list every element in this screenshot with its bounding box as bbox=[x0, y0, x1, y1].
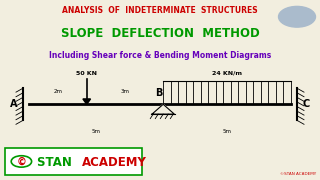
Circle shape bbox=[278, 6, 316, 27]
Text: ©STAN ACADEMY: ©STAN ACADEMY bbox=[280, 172, 316, 176]
Text: 3m: 3m bbox=[120, 89, 130, 94]
Text: ANALYSIS  OF  INDETERMINATE  STRUCTURES: ANALYSIS OF INDETERMINATE STRUCTURES bbox=[62, 6, 258, 15]
Text: STAN: STAN bbox=[37, 156, 76, 169]
Text: ACADEMY: ACADEMY bbox=[82, 156, 147, 169]
Text: A: A bbox=[10, 99, 17, 109]
Text: ©: © bbox=[16, 156, 26, 166]
Text: C: C bbox=[303, 99, 310, 109]
Text: 24 KN/m: 24 KN/m bbox=[212, 71, 242, 76]
Polygon shape bbox=[152, 104, 174, 114]
Text: Including Shear force & Bending Moment Diagrams: Including Shear force & Bending Moment D… bbox=[49, 51, 271, 60]
Text: B: B bbox=[155, 88, 162, 98]
Text: SLOPE  DEFLECTION  METHOD: SLOPE DEFLECTION METHOD bbox=[60, 28, 260, 40]
Polygon shape bbox=[83, 99, 91, 104]
Text: 50 KN: 50 KN bbox=[76, 71, 97, 76]
Text: 5m: 5m bbox=[92, 129, 101, 134]
FancyBboxPatch shape bbox=[5, 148, 142, 175]
Text: 2m: 2m bbox=[53, 89, 62, 94]
Circle shape bbox=[11, 156, 32, 167]
Text: 5m: 5m bbox=[222, 129, 231, 134]
